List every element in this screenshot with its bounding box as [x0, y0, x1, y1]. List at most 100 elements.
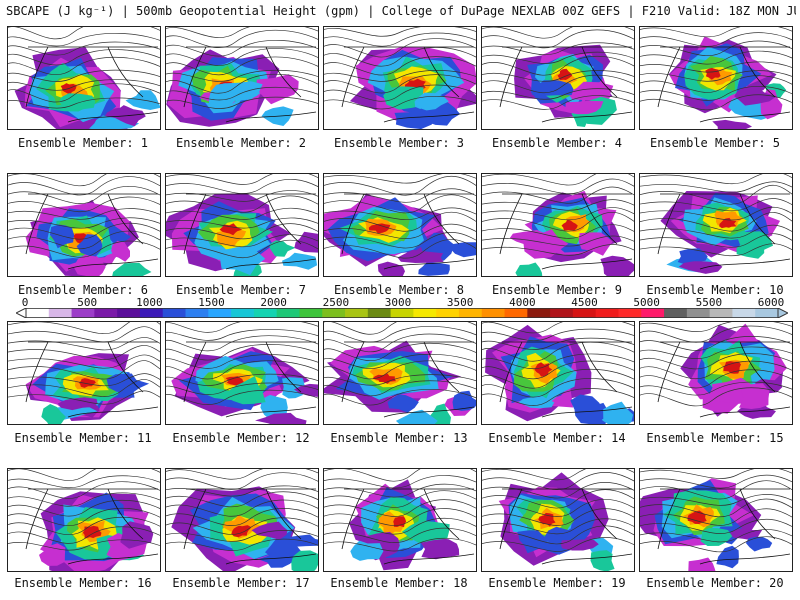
cape-field-map: [8, 469, 160, 571]
member-map-14: [481, 321, 635, 425]
cape-field-map: [482, 174, 634, 276]
cape-shading: [640, 478, 773, 571]
colorbar-segment: [162, 308, 187, 318]
colorbar-segment: [732, 308, 756, 318]
cape-field-map: [324, 469, 476, 571]
cape-field-map: [324, 322, 476, 424]
height-contours: [640, 174, 792, 257]
map-borders: [657, 46, 791, 123]
member-label-3: Ensemble Member: 3: [333, 136, 465, 150]
map-borders: [341, 488, 475, 565]
member-label-14: Ensemble Member: 14: [488, 431, 626, 445]
map-borders: [499, 488, 633, 565]
colorbar-segment: [755, 308, 779, 318]
member-label-11: Ensemble Member: 11: [14, 431, 152, 445]
cape-field-map: [166, 322, 318, 424]
member-label-12: Ensemble Member: 12: [172, 431, 310, 445]
member-label-7: Ensemble Member: 7: [175, 283, 307, 297]
colorbar-high-arrow: [777, 308, 788, 318]
height-contours: [8, 27, 160, 109]
cape-field-map: [640, 27, 792, 129]
colorbar-tick-label: 2500: [322, 296, 350, 309]
colorbar-tick-label: 3000: [384, 296, 412, 309]
member-map-4: [481, 26, 635, 130]
member-label-20: Ensemble Member: 20: [646, 576, 784, 590]
colorbar-segment: [504, 308, 528, 318]
colorbar-segment: [139, 308, 164, 318]
member-map-16: [7, 468, 161, 572]
colorbar-segment: [117, 308, 141, 318]
member-map-5: [639, 26, 793, 130]
cape-field-map: [640, 469, 792, 571]
cape-shading: [39, 491, 154, 571]
colorbar-segment: [550, 308, 574, 318]
colorbar-segment: [527, 308, 551, 318]
colorbar-tick-label: 1000: [136, 296, 163, 309]
cape-field-map: [8, 27, 160, 129]
member-label-10: Ensemble Member: 10: [646, 283, 784, 297]
member-map-20: [639, 468, 793, 572]
height-contours: [482, 27, 634, 110]
cape-field-map: [8, 174, 160, 276]
colorbar-tick-label: 0: [21, 296, 29, 309]
colorbar-tick-label: 4000: [509, 296, 536, 309]
height-contours: [166, 322, 318, 405]
colorbar-tick-label: 2000: [260, 296, 287, 309]
height-contours: [8, 469, 160, 551]
member-map-3: [323, 26, 477, 130]
colorbar-segment: [458, 308, 483, 318]
height-contours: [324, 27, 476, 110]
cape-shading: [25, 199, 152, 276]
height-contours: [482, 469, 634, 552]
colorbar-segment: [185, 308, 209, 318]
colorbar-segment: [48, 308, 73, 318]
cape-field-map: [166, 27, 318, 129]
colorbar-tick-label: 4500: [571, 296, 598, 309]
member-label-19: Ensemble Member: 19: [488, 576, 626, 590]
map-borders: [183, 193, 317, 270]
colorbar-segment: [618, 308, 642, 318]
member-map-12: [165, 321, 319, 425]
member-map-10: [639, 173, 793, 277]
map-borders: [183, 488, 317, 565]
colorbar-segment: [94, 308, 118, 318]
height-contours: [166, 27, 318, 109]
map-borders: [341, 46, 475, 123]
cape-field-map: [640, 322, 792, 424]
colorbar-segment: [481, 308, 506, 318]
map-borders: [657, 193, 791, 270]
member-map-8: [323, 173, 477, 277]
map-borders: [25, 488, 159, 565]
colorbar-segment: [345, 308, 369, 318]
page-title: SBCAPE (J kg⁻¹) | 500mb Geopotential Hei…: [6, 4, 796, 18]
cape-field-map: [324, 174, 476, 276]
colorbar-tick-label: 5500: [695, 296, 723, 309]
colorbar-tick-label: 3500: [446, 296, 474, 309]
height-contours: [640, 322, 792, 407]
colorbar-segment: [664, 308, 688, 318]
colorbar-tick-label: 1500: [198, 296, 225, 309]
cape-shading: [14, 47, 160, 129]
member-label-15: Ensemble Member: 15: [646, 431, 784, 445]
member-map-6: [7, 173, 161, 277]
cape-field-map: [166, 174, 318, 276]
height-contours: [324, 322, 476, 406]
member-label-8: Ensemble Member: 8: [333, 283, 465, 297]
cape-shading: [171, 486, 318, 571]
colorbar-segment: [231, 308, 255, 318]
colorbar-segment: [436, 308, 460, 318]
colorbar-segment: [26, 308, 50, 318]
member-map-19: [481, 468, 635, 572]
height-contours: [324, 469, 476, 552]
member-map-13: [323, 321, 477, 425]
member-label-17: Ensemble Member: 17: [172, 576, 310, 590]
colorbar-segment: [686, 308, 711, 318]
colorbar-segment: [299, 308, 323, 318]
member-label-6: Ensemble Member: 6: [17, 283, 149, 297]
height-contours: [8, 174, 160, 258]
map-borders: [25, 46, 159, 123]
colorbar-segment: [276, 308, 301, 318]
map-borders: [499, 341, 633, 418]
height-contours: [640, 27, 792, 111]
member-label-16: Ensemble Member: 16: [14, 576, 152, 590]
